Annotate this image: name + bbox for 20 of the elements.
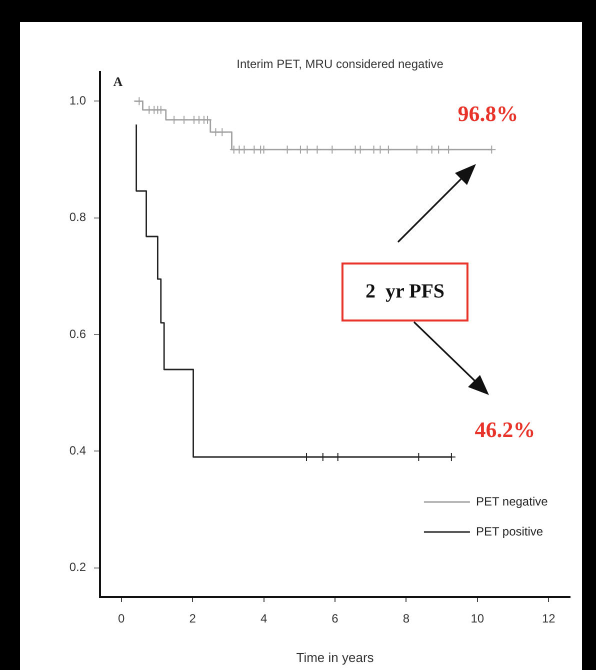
annotation: A [113, 74, 123, 90]
x-tick-label: 8 [402, 612, 410, 626]
y-tick-label: 0.4 [69, 443, 86, 458]
x-tick-label: 6 [332, 612, 339, 626]
y-tick-label: 1.0 [69, 93, 86, 108]
y-tick-label: 0.8 [69, 210, 86, 224]
legend-label: PET negative [476, 494, 548, 508]
chart-title: Interim PET, MRU considered negative [236, 57, 444, 71]
y-tick-label: 0.2 [69, 560, 86, 574]
annotation: 46.2% [474, 417, 536, 443]
annotation: 2 yr PFS [341, 262, 469, 322]
annotation: 96.8% [458, 101, 518, 127]
x-tick-label: 4 [260, 612, 268, 626]
legend-label: PET positive [476, 524, 544, 538]
x-tick-label: 0 [118, 612, 126, 626]
x-tick-label: 2 [189, 612, 196, 626]
y-tick-label: 0.6 [69, 326, 86, 341]
x-axis-title: Time in years [296, 650, 374, 665]
x-tick-label: 12 [542, 612, 556, 626]
x-tick-label: 10 [470, 612, 484, 626]
